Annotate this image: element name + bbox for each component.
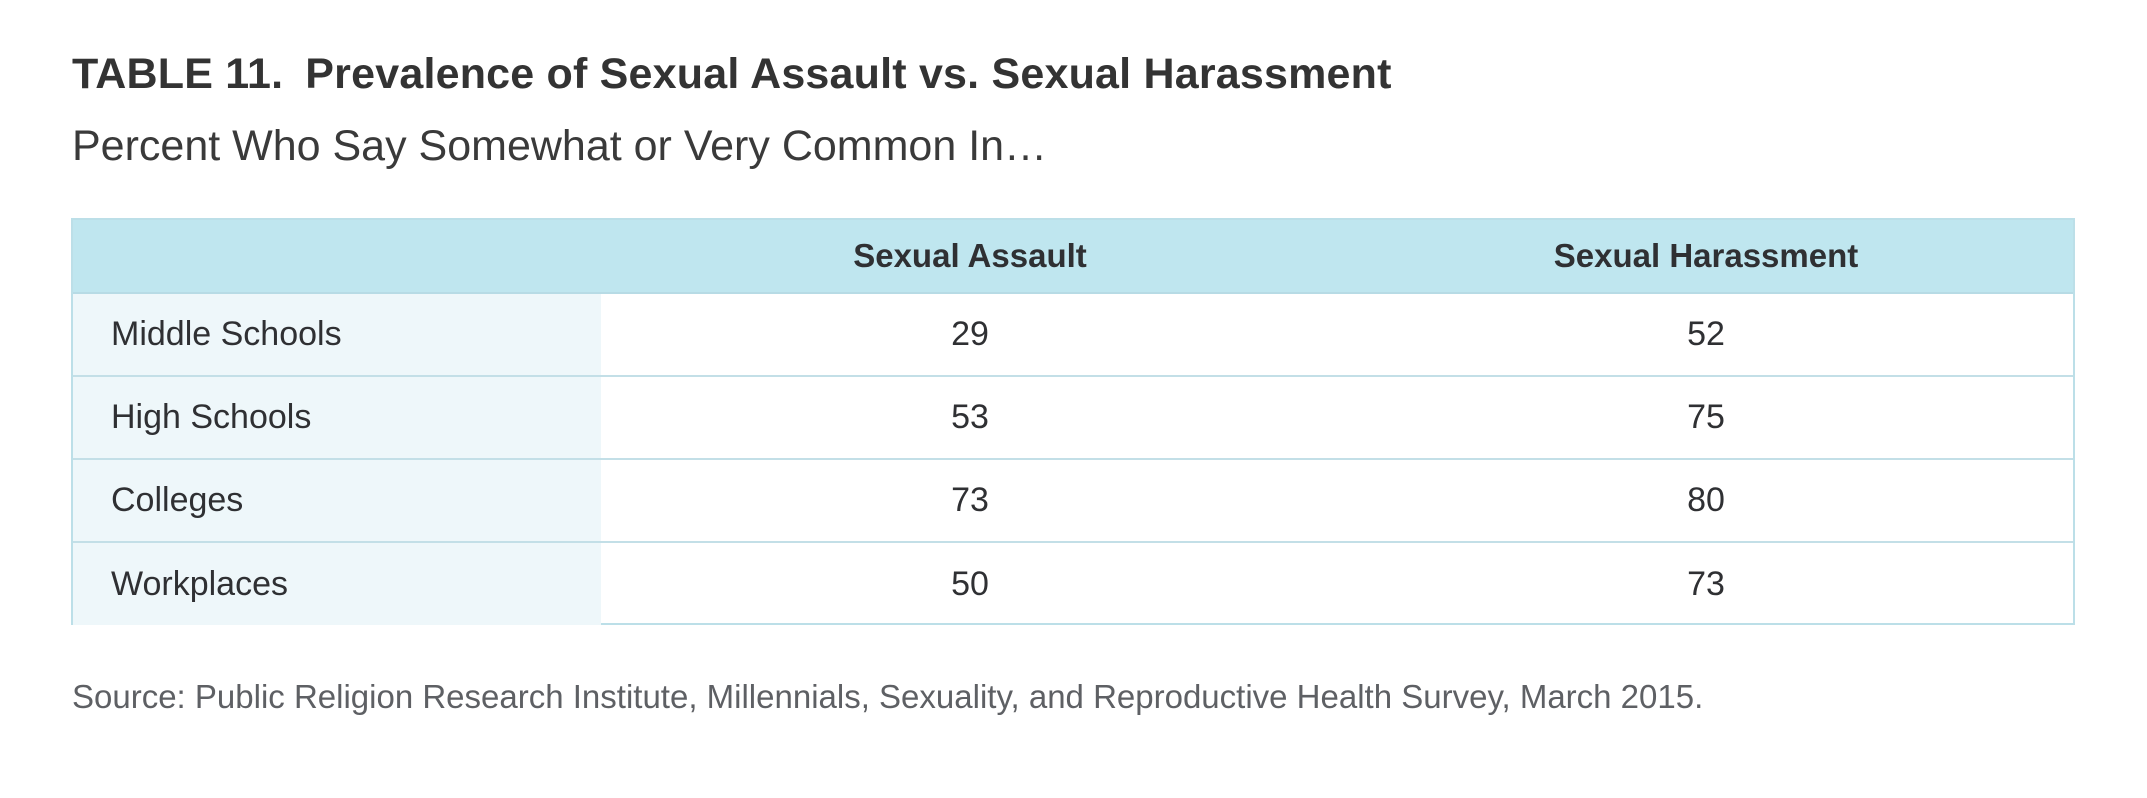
- table-row: Middle Schools 29 52: [73, 293, 2073, 376]
- cell-sexual-harassment: 75: [1687, 398, 1725, 436]
- table-row: High Schools 53 75: [73, 376, 2073, 459]
- cell-sexual-assault: 29: [951, 315, 989, 353]
- cell-sexual-harassment: 80: [1687, 481, 1725, 519]
- cell-sexual-harassment: 52: [1687, 315, 1725, 353]
- header-cell-sexual-assault: Sexual Assault: [601, 220, 1339, 294]
- row-label: Middle Schools: [73, 293, 601, 376]
- table-row: Workplaces 50 73: [73, 542, 2073, 625]
- table-title: TABLE 11. Prevalence of Sexual Assault vs…: [72, 50, 1392, 99]
- source-note: Source: Public Religion Research Institu…: [72, 678, 1704, 715]
- data-table-container: Sexual Assault Sexual Harassment Middle …: [71, 218, 2075, 625]
- cell-sexual-assault: 53: [951, 398, 989, 436]
- row-label: Colleges: [73, 459, 601, 542]
- row-label: Workplaces: [73, 542, 601, 625]
- row-label: High Schools: [73, 376, 601, 459]
- table-row: Colleges 73 80: [73, 459, 2073, 542]
- cell-sexual-assault: 73: [951, 481, 989, 519]
- header-cell-empty: [73, 220, 601, 294]
- header-cell-sexual-harassment: Sexual Harassment: [1339, 220, 2073, 294]
- table-header-row: Sexual Assault Sexual Harassment: [73, 220, 2073, 294]
- cell-sexual-harassment: 73: [1687, 564, 1725, 603]
- data-table: Sexual Assault Sexual Harassment Middle …: [73, 220, 2073, 625]
- table-title-text: Prevalence of Sexual Assault vs. Sexual …: [305, 50, 1392, 98]
- table-subtitle: Percent Who Say Somewhat or Very Common …: [72, 122, 1048, 170]
- cell-sexual-assault: 50: [951, 564, 989, 603]
- table-number: TABLE 11.: [72, 50, 284, 98]
